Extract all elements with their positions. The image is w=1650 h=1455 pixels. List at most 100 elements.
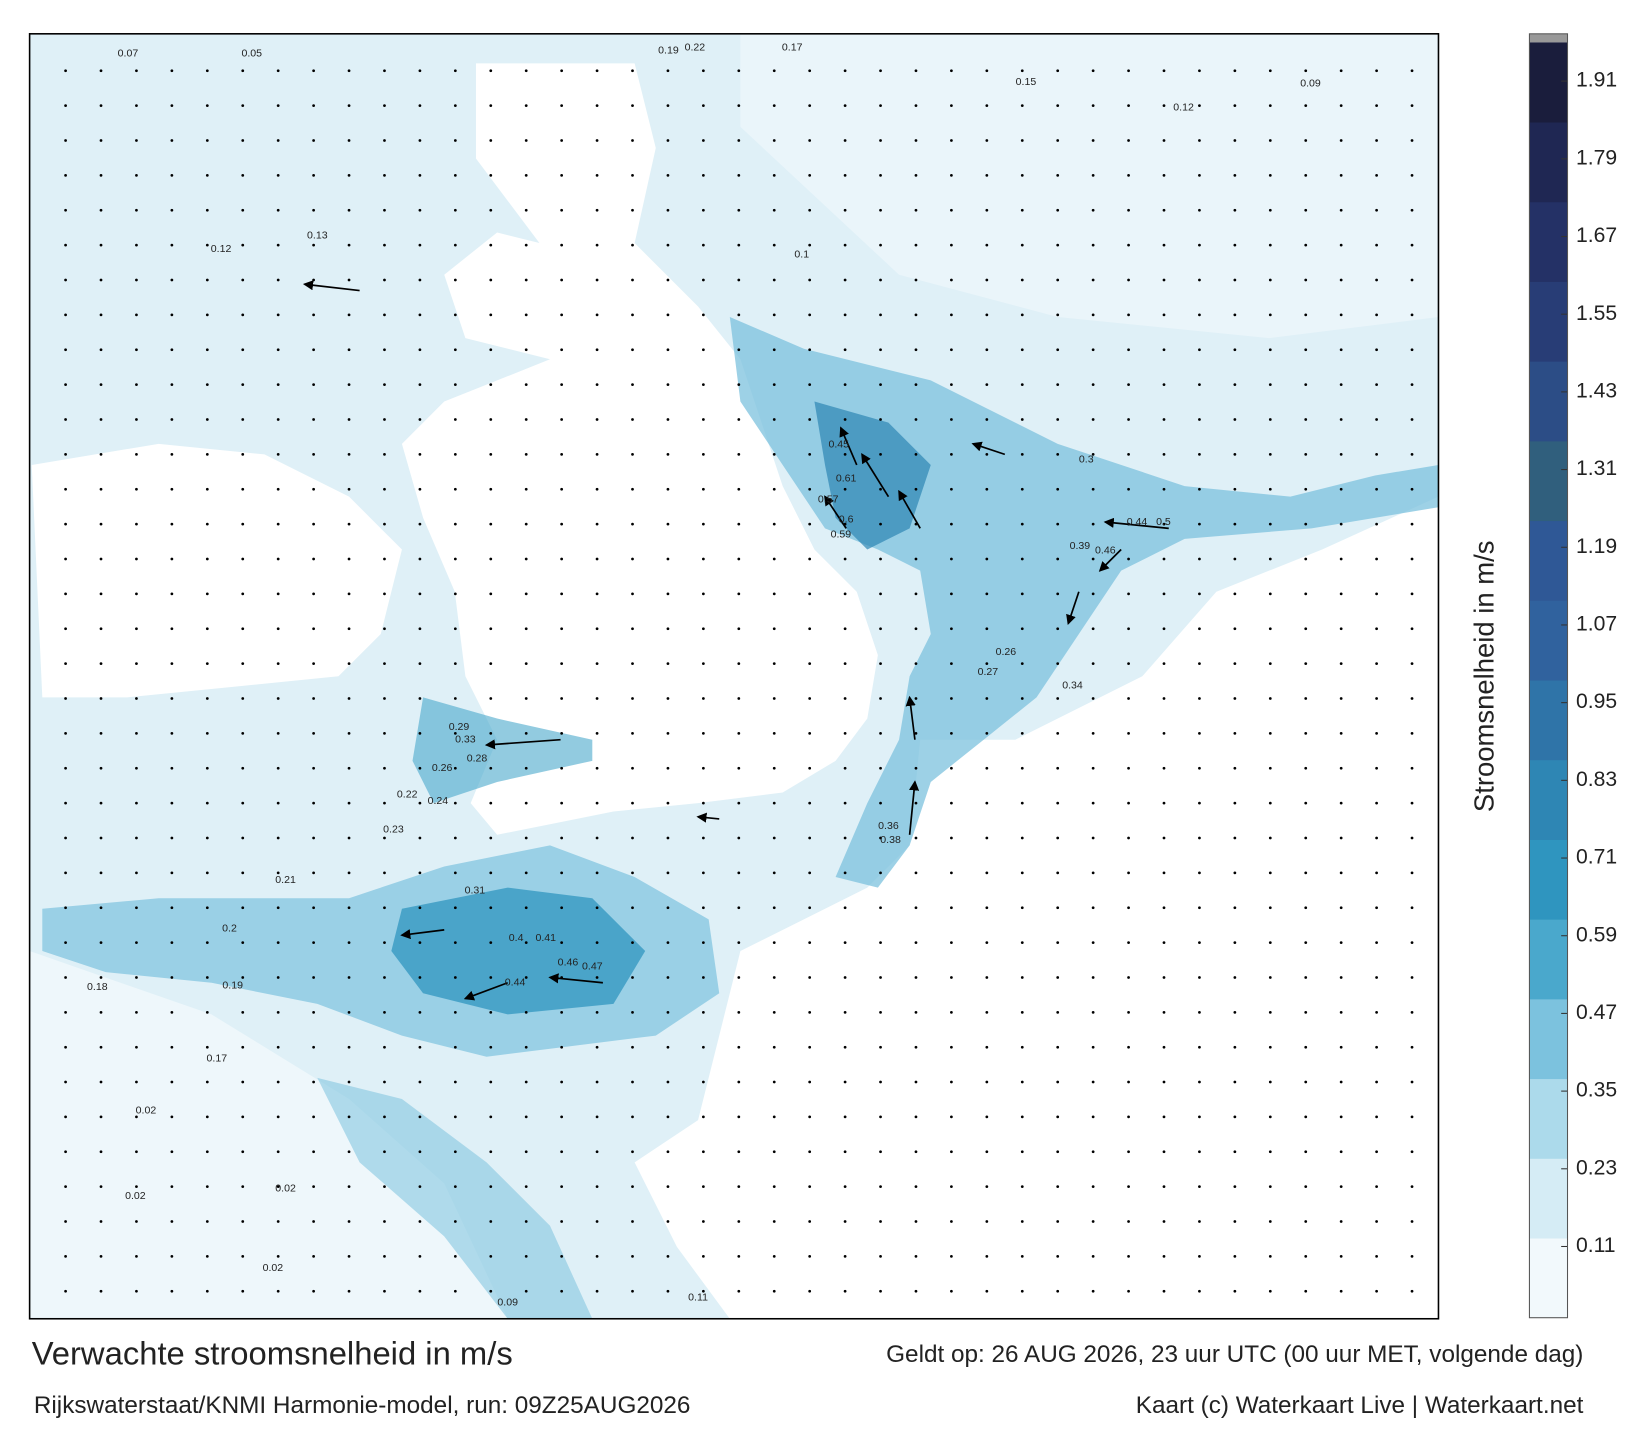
grid-dot — [595, 1255, 599, 1258]
grid-dot — [347, 418, 351, 421]
grid-dot — [737, 731, 741, 735]
grid-dot — [950, 1220, 953, 1223]
grid-dot — [135, 69, 138, 73]
grid-dot — [701, 383, 705, 387]
grid-dot — [1020, 104, 1024, 108]
grid-dot — [1375, 836, 1378, 840]
grid-dot — [1233, 906, 1237, 910]
grid-dot — [1339, 348, 1343, 352]
grid-dot — [524, 1010, 528, 1014]
grid-dot — [1233, 174, 1237, 177]
grid-dot — [1127, 313, 1130, 317]
grid-dot — [1268, 1080, 1272, 1084]
grid-dot — [383, 1150, 386, 1154]
grid-dot — [1091, 243, 1095, 247]
grid-dot — [1091, 1080, 1095, 1084]
grid-dot — [701, 1185, 705, 1189]
grid-dot — [312, 731, 315, 735]
grid-dot — [701, 1289, 705, 1293]
grid-dot — [808, 836, 812, 840]
grid-dot — [418, 487, 422, 491]
grid-dot — [737, 1289, 741, 1293]
grid-dot — [1375, 662, 1378, 665]
grid-dot — [1127, 1115, 1130, 1119]
grid-dot — [383, 662, 386, 665]
grid-dot — [383, 592, 386, 596]
grid-dot — [1268, 627, 1272, 631]
grid-dot — [205, 836, 209, 840]
grid-dot — [985, 557, 989, 561]
grid-dot — [595, 69, 599, 73]
grid-dot — [879, 208, 882, 212]
grid-dot — [1056, 627, 1060, 631]
grid-dot — [879, 487, 882, 491]
grid-dot — [1268, 383, 1272, 387]
grid-dot — [1304, 139, 1308, 142]
grid-dot — [879, 1045, 882, 1049]
grid-dot — [1410, 243, 1414, 247]
grid-dot — [879, 1150, 882, 1154]
grid-dot — [560, 1289, 564, 1293]
colorbar-tick-label: 1.43 — [1576, 379, 1617, 402]
grid-dot — [772, 941, 776, 944]
grid-dot — [950, 1185, 953, 1189]
grid-dot — [1339, 836, 1343, 840]
grid-dot — [135, 1185, 138, 1189]
grid-dot — [64, 801, 67, 805]
grid-dot — [843, 766, 847, 770]
grid-dot — [1091, 766, 1095, 770]
grid-dot — [383, 1080, 386, 1084]
grid-dot — [418, 453, 422, 456]
grid-dot — [1127, 278, 1130, 282]
grid-dot — [879, 697, 882, 700]
grid-dot — [64, 1220, 67, 1223]
grid-dot — [985, 1289, 989, 1293]
grid-dot — [170, 557, 174, 561]
grid-dot — [1056, 871, 1060, 875]
grid-dot — [914, 941, 918, 944]
grid-dot — [135, 662, 138, 665]
grid-dot — [347, 871, 351, 875]
grid-dot — [99, 906, 103, 910]
grid-dot — [1233, 1115, 1237, 1119]
grid-dot — [135, 801, 138, 805]
grid-dot — [1233, 278, 1237, 282]
grid-dot — [1056, 1185, 1060, 1189]
grid-dot — [524, 766, 528, 770]
grid-dot — [1233, 1220, 1237, 1223]
grid-dot — [808, 1150, 812, 1154]
grid-dot — [1091, 174, 1095, 177]
grid-dot — [1091, 1045, 1095, 1049]
grid-dot — [312, 1220, 315, 1223]
grid-dot — [595, 1185, 599, 1189]
grid-dot — [879, 243, 882, 247]
grid-dot — [843, 871, 847, 875]
grid-dot — [489, 1080, 493, 1084]
grid-dot — [347, 174, 351, 177]
grid-dot — [1410, 731, 1414, 735]
grid-dot — [1410, 278, 1414, 282]
channel — [317, 1077, 593, 1319]
grid-dot — [1339, 1045, 1343, 1049]
grid-dot — [1020, 557, 1024, 561]
grid-dot — [347, 69, 351, 73]
grid-dot — [453, 1115, 457, 1119]
grid-dot — [1198, 418, 1201, 421]
grid-dot — [99, 1220, 103, 1223]
grid-dot — [241, 1080, 245, 1084]
grid-dot — [631, 836, 634, 840]
grid-dot — [99, 1185, 103, 1189]
grid-dot — [1268, 836, 1272, 840]
grid-dot — [914, 418, 918, 421]
speed-label: 0.4 — [509, 932, 524, 944]
grid-dot — [1304, 1045, 1308, 1049]
grid-dot — [1056, 1080, 1060, 1084]
grid-dot — [383, 348, 386, 352]
grid-dot — [843, 487, 847, 491]
grid-dot — [772, 731, 776, 735]
speed-label: 0.12 — [1173, 102, 1194, 114]
speed-label: 0.44 — [505, 977, 526, 989]
grid-dot — [666, 522, 670, 526]
grid-dot — [1091, 69, 1095, 73]
grid-dot — [631, 1010, 634, 1014]
